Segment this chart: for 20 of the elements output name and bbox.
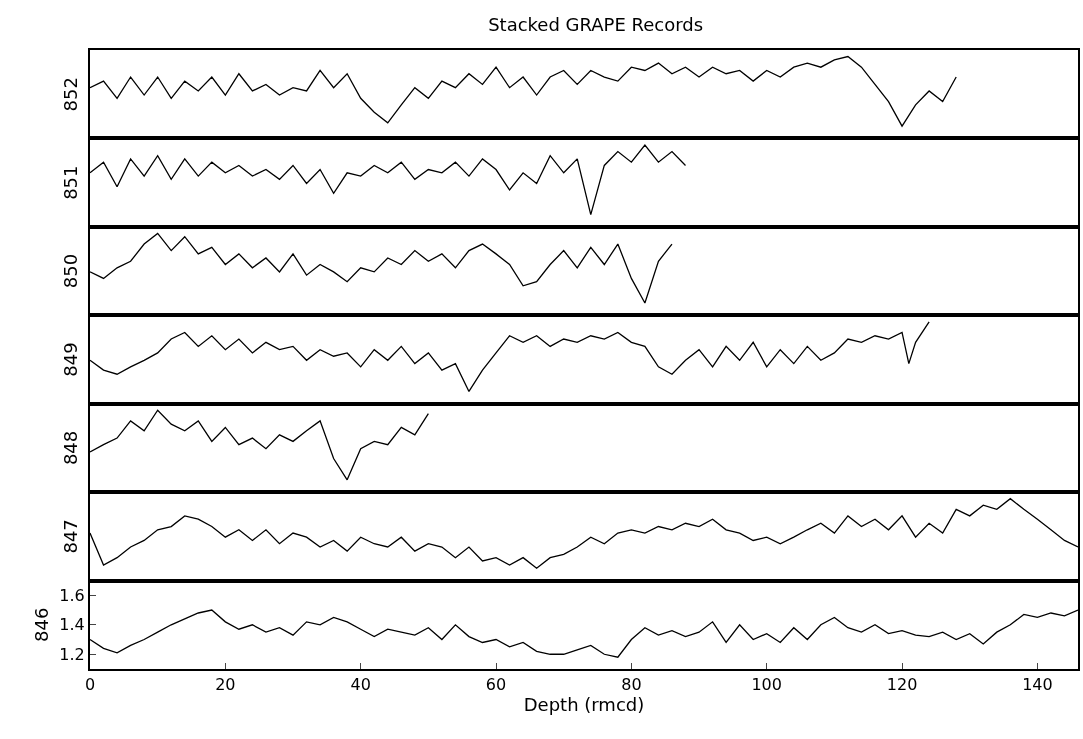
x-axis-title: Depth (rmcd) [523, 694, 645, 716]
y-axis-title: 848 [59, 430, 81, 466]
y-axis-title: 849 [59, 342, 81, 377]
y-tick-label: 1.4 [59, 615, 85, 635]
x-tick-label: 120 [886, 675, 918, 695]
x-tick-label: 60 [485, 675, 507, 695]
x-tick-label: 0 [84, 675, 96, 695]
y-axis-title: 847 [59, 519, 81, 554]
y-tick-label: 1.2 [59, 644, 85, 664]
y-axis-title: 851 [59, 165, 81, 200]
x-tick-label: 40 [350, 675, 371, 695]
x-tick-label: 100 [751, 675, 782, 695]
y-axis-title: 852 [59, 77, 81, 112]
y-tick-label: 1.6 [59, 585, 85, 605]
x-tick-label: 20 [215, 675, 236, 695]
x-tick-label: 80 [621, 675, 642, 695]
chart-title: Stacked GRAPE Records [488, 14, 704, 36]
y-axis-title: 850 [59, 253, 81, 289]
x-tick-label: 140 [1022, 675, 1053, 695]
y-axis-title: 846 [31, 607, 53, 642]
